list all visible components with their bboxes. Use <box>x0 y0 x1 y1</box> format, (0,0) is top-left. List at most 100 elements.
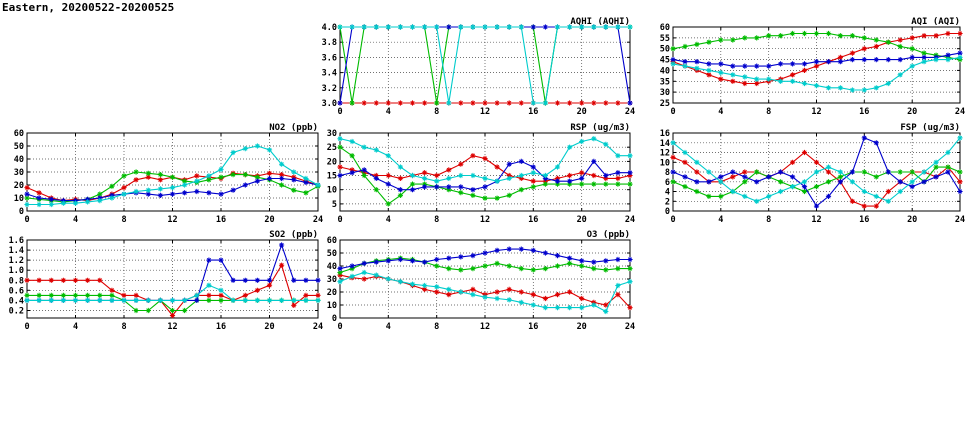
y-tick-label: 20 <box>327 288 337 298</box>
series-line-blue <box>27 243 318 301</box>
y-tick-label: 14 <box>660 139 670 149</box>
x-tick-label: 12 <box>480 107 490 117</box>
y-tick-label: 25 <box>660 99 670 109</box>
x-tick-label: 12 <box>811 215 821 225</box>
y-tick-label: 0 <box>665 207 670 217</box>
y-tick-label: 6 <box>665 178 670 188</box>
y-tick-label: 8 <box>665 168 670 178</box>
y-tick-label: 10 <box>327 301 337 311</box>
chart-title: AQI (AQI) <box>911 17 960 27</box>
y-tick-label: 1.2 <box>9 256 24 266</box>
x-tick-label: 20 <box>264 215 274 225</box>
chart-title: AQHI (AQHI) <box>570 17 630 27</box>
series-line-green <box>339 26 630 104</box>
y-tick-label: 20 <box>327 157 337 167</box>
x-tick-label: 24 <box>625 107 635 117</box>
y-tick-label: 0.2 <box>9 307 24 317</box>
series-markers-blue <box>337 246 633 272</box>
x-tick-label: 20 <box>264 322 274 332</box>
y-tick-label: 45 <box>660 56 670 66</box>
x-tick-label: 4 <box>386 322 391 332</box>
y-tick-label: 3.0 <box>322 99 337 109</box>
series-line-blue <box>339 26 631 104</box>
y-tick-label: 1.0 <box>9 266 24 276</box>
y-tick-label: 50 <box>14 142 24 152</box>
x-tick-label: 8 <box>434 215 439 225</box>
chart-no2: 0 10 20 30 40 50 60 0 4 8 12 16 20 24 NO2 (ppb) <box>14 123 323 225</box>
x-tick-label: 0 <box>670 215 675 225</box>
x-tick-label: 16 <box>859 215 869 225</box>
y-tick-label: 20 <box>14 181 24 191</box>
x-tick-label: 0 <box>24 322 29 332</box>
y-tick-label: 30 <box>14 168 24 178</box>
y-tick-label: 40 <box>14 155 24 165</box>
x-tick-label: 24 <box>313 322 323 332</box>
y-tick-label: 0 <box>19 207 24 217</box>
series-markers-blue <box>670 135 963 209</box>
x-tick-label: 8 <box>121 322 126 332</box>
x-tick-label: 8 <box>434 322 439 332</box>
x-tick-label: 12 <box>167 322 177 332</box>
x-tick-label: 4 <box>73 215 78 225</box>
y-tick-label: 2 <box>665 197 670 207</box>
y-tick-label: 10 <box>14 194 24 204</box>
series-markers-cyan <box>24 282 321 303</box>
y-tick-label: 3.4 <box>322 69 337 79</box>
x-tick-label: 16 <box>528 107 538 117</box>
y-tick-label: 50 <box>660 45 670 55</box>
series-line-cyan <box>340 26 630 104</box>
x-tick-label: 24 <box>625 322 635 332</box>
y-tick-label: 30 <box>327 129 337 139</box>
x-tick-label: 20 <box>577 322 587 332</box>
x-tick-label: 12 <box>480 322 490 332</box>
x-tick-label: 12 <box>480 215 490 225</box>
x-tick-label: 16 <box>216 215 226 225</box>
y-tick-label: 60 <box>660 23 670 33</box>
x-tick-label: 8 <box>766 215 771 225</box>
y-tick-label: 60 <box>327 236 337 246</box>
y-tick-label: 0 <box>332 314 337 324</box>
y-tick-label: 30 <box>327 275 337 285</box>
y-tick-label: 3.6 <box>322 53 337 63</box>
x-tick-label: 4 <box>386 215 391 225</box>
y-tick-label: 10 <box>327 186 337 196</box>
chart-o3: 0 10 20 30 40 50 60 0 4 8 12 16 20 24 O3 (ppb) <box>327 230 635 332</box>
chart-rsp: 5 10 15 20 25 30 0 4 8 12 16 20 24 RSP (ug/m3) <box>327 123 635 225</box>
x-tick-label: 4 <box>718 215 723 225</box>
y-tick-label: 0.6 <box>9 286 24 296</box>
chart-title: FSP (ug/m3) <box>900 123 960 133</box>
y-tick-label: 1.6 <box>9 236 24 246</box>
series-markers-blue <box>24 242 321 303</box>
chart-so2: 0.20.40.60.81.01.21.41.6 0 4 8 12 16 20 24 SO2 (… <box>9 230 323 332</box>
x-tick-label: 16 <box>859 107 869 117</box>
x-tick-label: 20 <box>907 215 917 225</box>
x-tick-label: 24 <box>313 215 323 225</box>
x-tick-label: 24 <box>955 215 965 225</box>
x-tick-label: 16 <box>528 215 538 225</box>
series-markers-red <box>337 153 633 184</box>
y-tick-label: 16 <box>660 129 670 139</box>
y-tick-label: 40 <box>660 66 670 76</box>
page-title: Eastern, 20200522-20200525 <box>2 1 175 14</box>
y-tick-label: 3.2 <box>322 84 337 94</box>
y-tick-label: 4 <box>665 188 670 198</box>
y-tick-label: 3.8 <box>322 38 337 48</box>
x-tick-label: 24 <box>625 215 635 225</box>
y-tick-label: 12 <box>660 149 670 159</box>
series-markers-cyan <box>24 143 321 208</box>
series-markers-cyan <box>670 135 963 204</box>
y-tick-label: 0.8 <box>9 276 24 286</box>
series-markers-cyan <box>337 24 633 106</box>
y-tick-label: 5 <box>332 200 337 210</box>
x-tick-label: 4 <box>386 107 391 117</box>
x-tick-label: 8 <box>434 107 439 117</box>
chart-aqhi: 3.0 3.2 3.4 3.6 3.8 4.0 0 4 8 12 16 20 24 AQHI (AQHI) <box>322 17 635 117</box>
x-tick-label: 24 <box>955 107 965 117</box>
y-tick-label: 60 <box>14 129 24 139</box>
chart-title: SO2 (ppb) <box>269 230 318 240</box>
y-tick-label: 15 <box>327 172 337 182</box>
y-tick-label: 40 <box>327 262 337 272</box>
series-markers-cyan <box>670 54 963 93</box>
chart-title: O3 (ppb) <box>587 230 630 240</box>
